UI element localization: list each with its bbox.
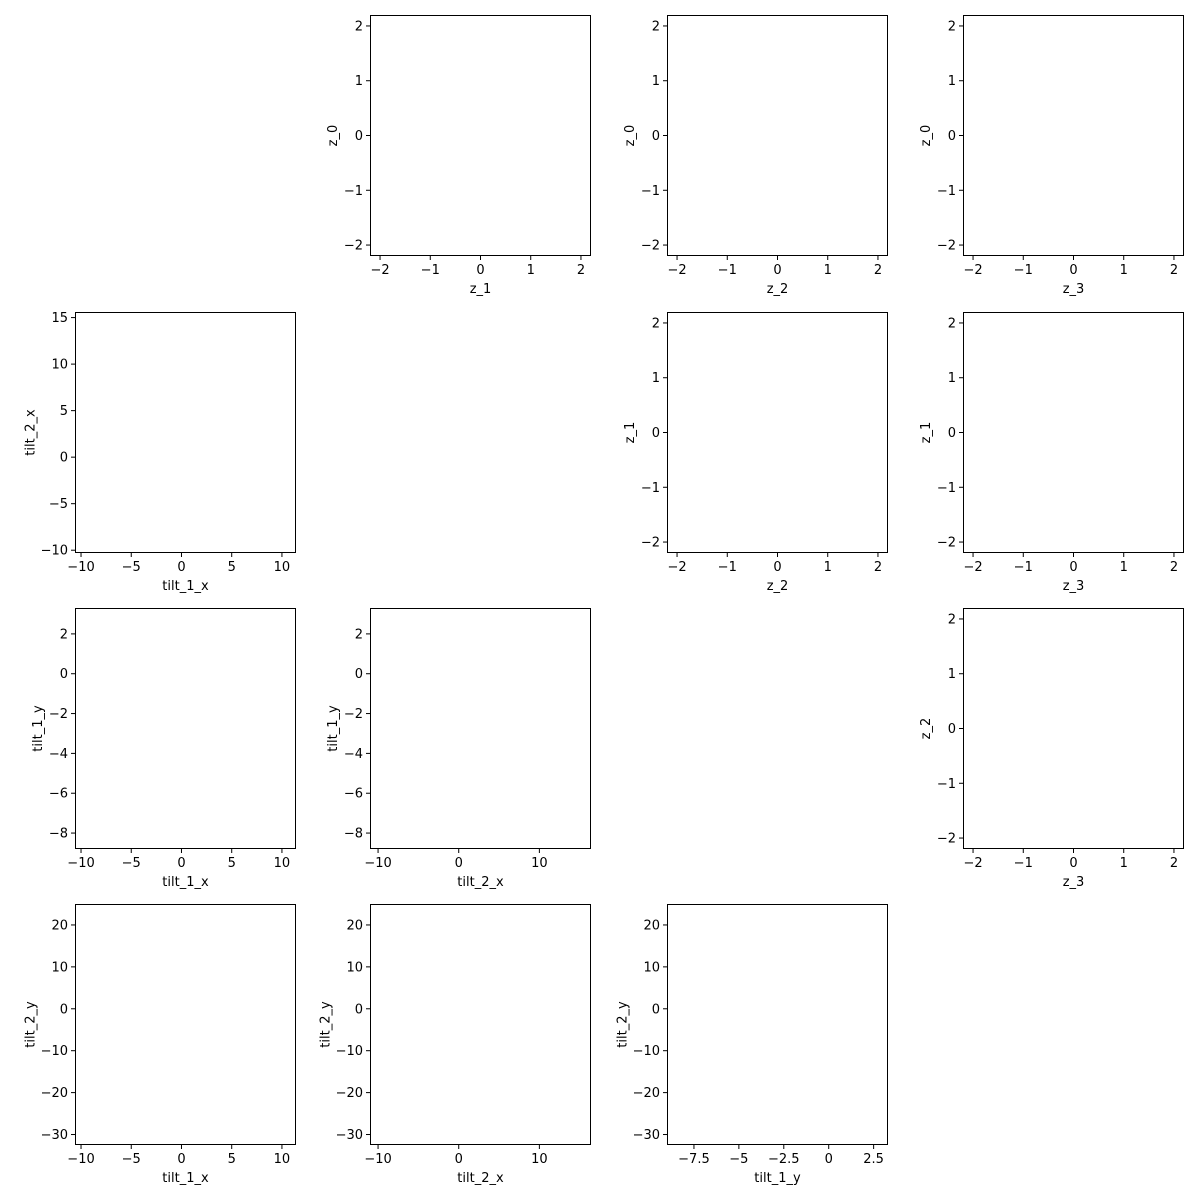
x-tick-label: −1 — [718, 263, 737, 278]
x-tick-label: 0 — [773, 263, 781, 278]
subplot-z_0-vs-z_2: −2 −1 0 1 2 −2 −1 0 1 2 z_2 z_0 — [623, 15, 888, 297]
y-tick-label: 2 — [355, 19, 363, 34]
x-axis-label: z_2 — [767, 282, 789, 297]
y-axis-label: z_0 — [326, 125, 341, 147]
x-tick-label: −2 — [370, 263, 389, 278]
x-tick-label: −1 — [421, 263, 440, 278]
x-tick-label: −2 — [667, 263, 686, 278]
x-tick-label: 1 — [527, 263, 535, 278]
axes-frame — [667, 15, 888, 256]
axes-frame — [370, 15, 591, 256]
y-tick-label: 0 — [355, 129, 363, 144]
y-tick-label: −1 — [344, 184, 363, 199]
x-tick-label: 0 — [476, 263, 484, 278]
y-tick-label: 1 — [355, 74, 363, 89]
x-axis-label: z_1 — [470, 282, 492, 297]
y-axis-label: z_0 — [623, 125, 638, 147]
x-tick-label: 2 — [577, 263, 585, 278]
y-tick-label: −2 — [641, 239, 660, 254]
subplot-z_0-vs-z_1: −2 −1 0 1 2 −2 −1 0 1 2 z_1 z_0 — [326, 15, 591, 297]
y-tick-label: −1 — [641, 184, 660, 199]
x-tick-label: 2 — [874, 263, 882, 278]
y-tick-label: 2 — [652, 19, 660, 34]
y-tick-label: 1 — [652, 74, 660, 89]
y-tick-label: 0 — [652, 129, 660, 144]
x-tick-label: 1 — [824, 263, 832, 278]
y-tick-label: −2 — [344, 239, 363, 254]
